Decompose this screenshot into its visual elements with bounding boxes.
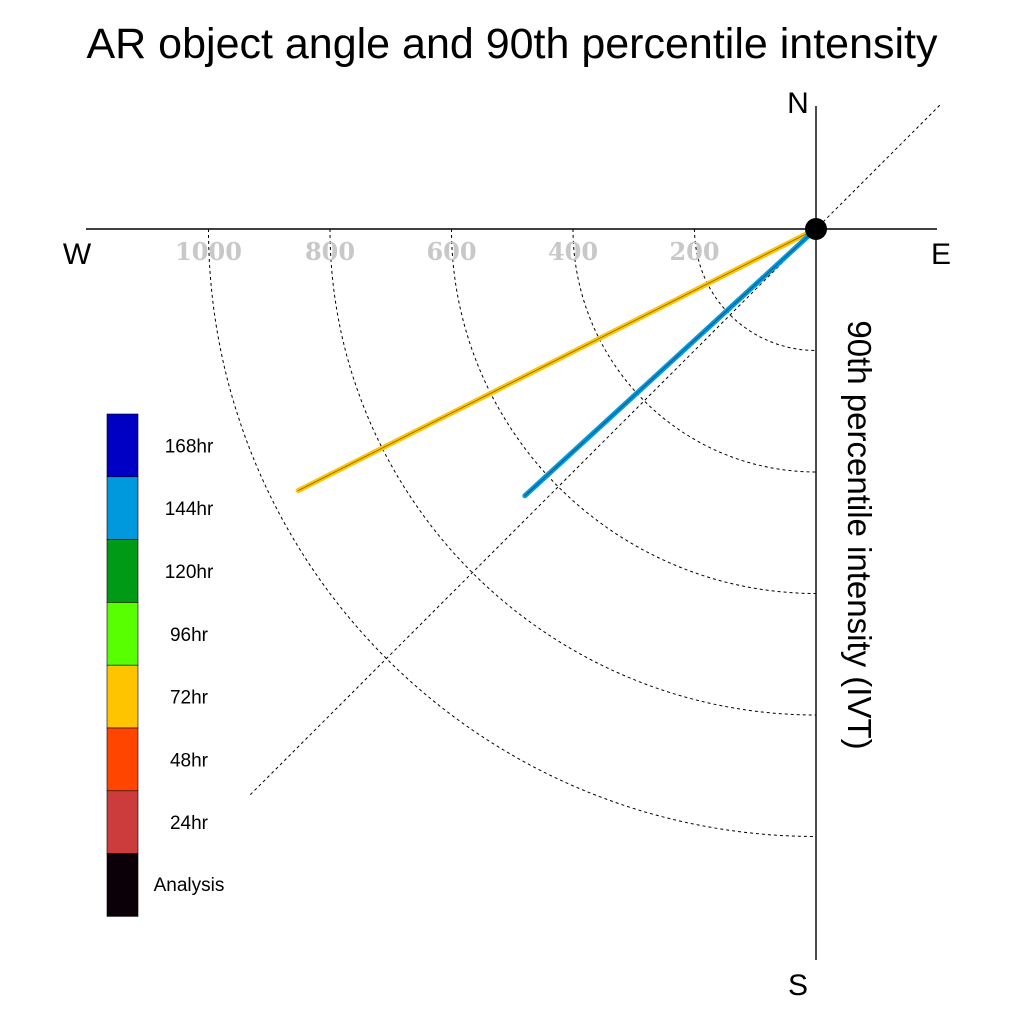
legend-swatch-96hr	[106, 602, 139, 666]
origin-marker	[805, 218, 827, 240]
legend-label-24hr: 24hr	[170, 813, 209, 834]
legend-label-analysis: Analysis	[154, 875, 225, 896]
legend-label-72hr: 72hr	[170, 688, 209, 709]
compass-west: W	[63, 238, 92, 271]
radial-tick-label-400: 400	[548, 237, 598, 266]
legend: 168hr 144hr 120hr 96hr 72hr 48hr 24hr Analysis	[106, 413, 225, 917]
legend-label-168hr: 168hr	[165, 436, 214, 457]
radial-tick-label-600: 600	[426, 237, 476, 266]
radial-ring-600	[451, 228, 817, 594]
compass-east: E	[931, 238, 951, 271]
compass-north: N	[787, 87, 809, 120]
axes-group	[86, 104, 941, 960]
compass-south: S	[788, 969, 808, 1002]
legend-label-120hr: 120hr	[165, 562, 214, 583]
reference-diagonal	[249, 104, 941, 796]
radial-tick-label-1000: 1000	[175, 237, 242, 266]
radial-ring-1000	[208, 228, 817, 837]
legend-swatch-168hr	[106, 413, 139, 478]
radial-tick-label-200: 200	[669, 237, 719, 266]
legend-swatch-144hr	[106, 476, 139, 540]
legend-swatch-analysis	[106, 853, 139, 917]
legend-swatch-24hr	[106, 790, 139, 854]
series-group	[295, 218, 827, 499]
chart-title: AR object angle and 90th percentile inte…	[87, 20, 938, 68]
series-72hr-centerline	[297, 228, 817, 491]
y-axis-label: 90th percentile intensity (IVT)	[841, 320, 878, 749]
radial-tick-label-800: 800	[305, 237, 355, 266]
radial-rings: 200 400 600 800 1000	[175, 228, 817, 837]
legend-label-96hr: 96hr	[170, 625, 209, 646]
radial-ring-200	[694, 228, 817, 351]
legend-swatch-120hr	[106, 539, 139, 603]
legend-swatch-72hr	[106, 664, 139, 729]
legend-label-48hr: 48hr	[170, 750, 209, 771]
radial-ring-400	[572, 228, 817, 473]
legend-label-144hr: 144hr	[165, 499, 214, 520]
legend-swatch-48hr	[106, 727, 139, 792]
radial-ring-800	[329, 228, 817, 716]
series-144hr-centerline	[524, 228, 817, 497]
